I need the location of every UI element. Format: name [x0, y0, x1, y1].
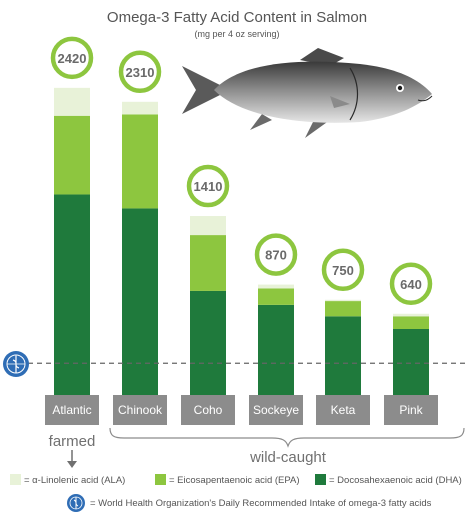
legend: = α-Linolenic acid (ALA) = Eicosapentaen… — [10, 474, 462, 486]
category-box-pink — [384, 395, 438, 425]
category-label-keta: Keta — [331, 403, 356, 417]
total-label-pink: 640 — [400, 277, 422, 292]
total-label-sockeye: 870 — [265, 248, 287, 263]
bar-sockeye-dha- — [258, 304, 294, 395]
category-box-chinook — [113, 395, 167, 425]
category-labels-layer: Atlantic Chinook Coho Sockeye Keta Pink — [45, 395, 438, 425]
legend-label-epa: = Eicosapentaenoic acid (EPA) — [169, 475, 300, 486]
who-legend-label: = World Health Organization's Daily Reco… — [90, 498, 432, 509]
chart-title: Omega-3 Fatty Acid Content in Salmon — [107, 9, 367, 26]
legend-swatch-ala — [10, 474, 21, 485]
bar-chinook-dha- — [122, 208, 158, 395]
bar-coho-dha- — [190, 290, 226, 395]
total-bubble-sockeye — [254, 233, 298, 276]
bar-chinook-epa- — [122, 114, 158, 209]
total-bubble-keta — [321, 248, 365, 292]
category-box-sockeye — [249, 395, 303, 425]
bar-keta-epa- — [325, 301, 361, 317]
bar-pink-dha- — [393, 329, 429, 395]
who-legend: = World Health Organization's Daily Reco… — [67, 494, 432, 512]
bar-atlantic-ala- — [54, 87, 90, 116]
total-label-coho: 1410 — [194, 179, 223, 194]
category-label-coho: Coho — [194, 403, 223, 417]
wild-caught-annotation: wild-caught — [109, 427, 465, 466]
bar-sockeye-ala- — [258, 284, 294, 289]
bar-sockeye-epa- — [258, 288, 294, 305]
farmed-annotation: farmed — [49, 433, 96, 468]
bar-keta-ala- — [325, 299, 361, 302]
bars-layer — [54, 87, 429, 395]
wild-caught-brace — [109, 427, 465, 448]
category-label-pink: Pink — [399, 403, 423, 417]
category-label-atlantic: Atlantic — [52, 403, 91, 417]
total-label-chinook: 2310 — [126, 65, 155, 80]
group-label-farmed: farmed — [49, 433, 96, 450]
arrow-head-icon — [67, 461, 77, 468]
category-label-chinook: Chinook — [118, 403, 163, 417]
chart-subtitle: (mg per 4 oz serving) — [194, 29, 279, 39]
total-bubbles-layer: 2420 2310 1410 870 750 640 — [50, 36, 433, 306]
category-box-keta — [316, 395, 370, 425]
bar-keta-dha- — [325, 316, 361, 395]
salmon-illustration — [182, 48, 433, 138]
total-bubble-chinook — [118, 50, 162, 94]
who-legend-icon — [67, 494, 85, 512]
bar-pink-ala- — [393, 313, 429, 317]
total-label-atlantic: 2420 — [58, 51, 87, 66]
category-label-sockeye: Sockeye — [253, 403, 299, 417]
legend-swatch-epa — [155, 474, 166, 485]
legend-swatch-dha — [315, 474, 326, 485]
bar-atlantic-epa- — [54, 115, 90, 195]
bar-chinook-ala- — [122, 101, 158, 115]
group-label-wild-caught: wild-caught — [249, 449, 327, 466]
total-label-keta: 750 — [332, 263, 354, 278]
legend-label-dha: = Docosahexaenoic acid (DHA) — [329, 475, 462, 486]
total-bubble-pink — [389, 262, 433, 306]
who-emblem-icon — [3, 351, 29, 377]
legend-label-ala: = α-Linolenic acid (ALA) — [24, 475, 125, 486]
bar-coho-epa- — [190, 235, 226, 291]
bar-pink-epa- — [393, 316, 429, 329]
bar-coho-ala- — [190, 216, 226, 236]
bar-atlantic-dha- — [54, 194, 90, 395]
category-box-coho — [181, 395, 235, 425]
total-bubble-coho — [186, 164, 230, 208]
total-bubble-atlantic — [50, 36, 94, 80]
category-box-atlantic — [45, 395, 99, 425]
